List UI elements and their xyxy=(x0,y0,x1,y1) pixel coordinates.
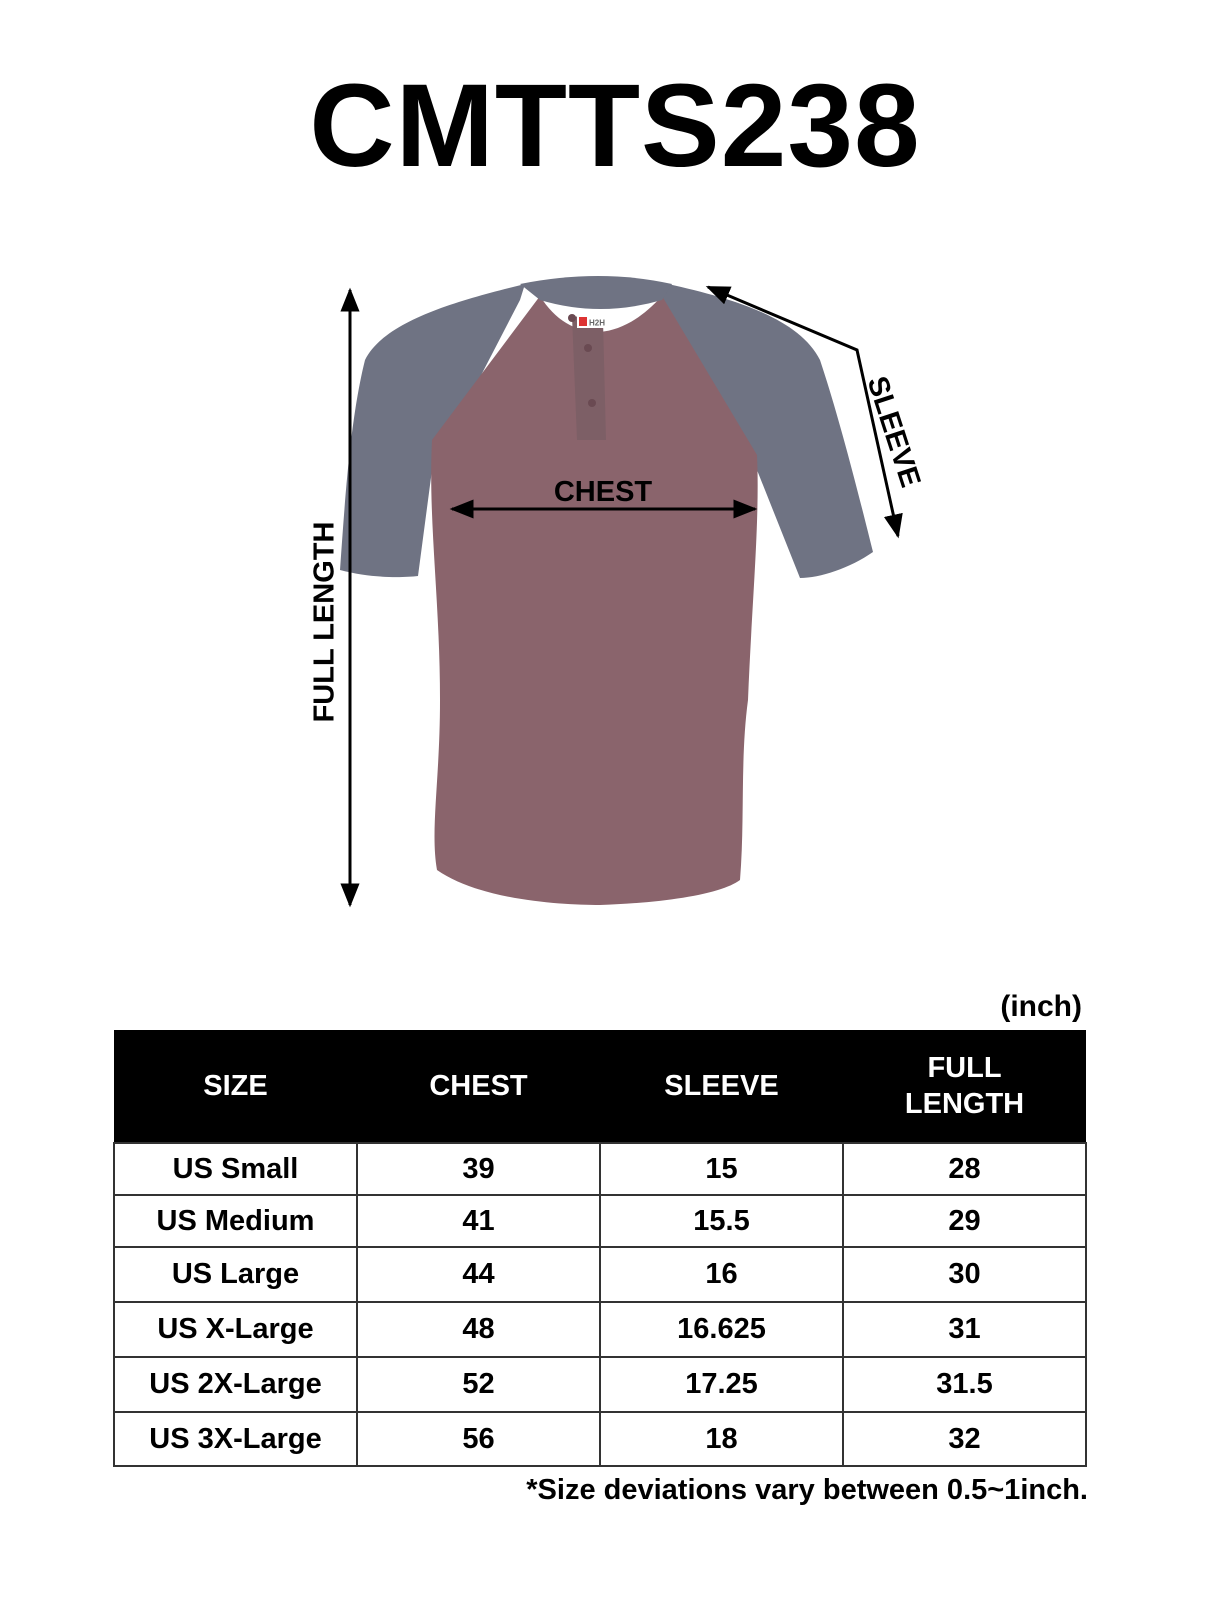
sleeve-cell: 16.625 xyxy=(599,1301,844,1358)
table-row: US 2X-Large 52 17.25 31.5 xyxy=(113,1356,1087,1413)
full-length-cell: 31 xyxy=(842,1301,1087,1358)
chest-cell: 48 xyxy=(356,1301,601,1358)
shirt-image: H2H xyxy=(340,276,873,905)
table-row: US Medium 41 15.5 29 xyxy=(113,1194,1087,1248)
chest-label: CHEST xyxy=(553,476,653,508)
button xyxy=(568,314,576,322)
sleeve-arrow xyxy=(705,285,903,539)
button xyxy=(584,344,592,352)
sleeve-cell: 16 xyxy=(599,1246,844,1303)
full-length-cell: 28 xyxy=(842,1142,1087,1196)
sleeve-cell: 17.25 xyxy=(599,1356,844,1413)
table-row: US Small 39 15 28 xyxy=(113,1142,1087,1196)
header-chest: CHEST xyxy=(357,1030,600,1143)
size-cell: US Medium xyxy=(113,1194,358,1248)
full-length-label: FULL LENGTH xyxy=(308,521,341,723)
size-deviation-note: *Size deviations vary between 0.5~1inch. xyxy=(526,1474,1088,1506)
header-full-length: FULL LENGTH xyxy=(843,1030,1086,1143)
button xyxy=(588,399,596,407)
chest-cell: 52 xyxy=(356,1356,601,1413)
size-table: SIZE CHEST SLEEVE FULL LENGTH US Small 39… xyxy=(113,1030,1087,1467)
shirt-body xyxy=(431,296,758,905)
product-code-title: CMTTS238 xyxy=(309,60,921,192)
placket xyxy=(572,316,606,440)
chest-cell: 44 xyxy=(356,1246,601,1303)
header-size: SIZE xyxy=(114,1030,357,1143)
table-header-row: SIZE CHEST SLEEVE FULL LENGTH xyxy=(114,1030,1086,1143)
table-row: US 3X-Large 56 18 32 xyxy=(113,1411,1087,1467)
sleeve-cell: 15 xyxy=(599,1142,844,1196)
size-cell: US 3X-Large xyxy=(113,1411,358,1467)
chest-cell: 56 xyxy=(356,1411,601,1467)
chest-cell: 41 xyxy=(356,1194,601,1248)
chest-cell: 39 xyxy=(356,1142,601,1196)
brand-tag-logo-icon xyxy=(579,317,587,326)
table-row: US X-Large 48 16.625 31 xyxy=(113,1301,1087,1358)
full-length-cell: 30 xyxy=(842,1246,1087,1303)
unit-label: (inch) xyxy=(1000,990,1082,1023)
size-cell: US Small xyxy=(113,1142,358,1196)
left-sleeve xyxy=(340,284,525,578)
sleeve-cell: 15.5 xyxy=(599,1194,844,1248)
sleeve-cell: 18 xyxy=(599,1411,844,1467)
table-row: US Large 44 16 30 xyxy=(113,1246,1087,1303)
full-length-cell: 31.5 xyxy=(842,1356,1087,1413)
collar xyxy=(520,276,672,309)
size-cell: US Large xyxy=(113,1246,358,1303)
brand-tag-text: H2H xyxy=(589,319,605,328)
size-cell: US 2X-Large xyxy=(113,1356,358,1413)
full-length-cell: 29 xyxy=(842,1194,1087,1248)
header-sleeve: SLEEVE xyxy=(600,1030,843,1143)
size-cell: US X-Large xyxy=(113,1301,358,1358)
full-length-cell: 32 xyxy=(842,1411,1087,1467)
